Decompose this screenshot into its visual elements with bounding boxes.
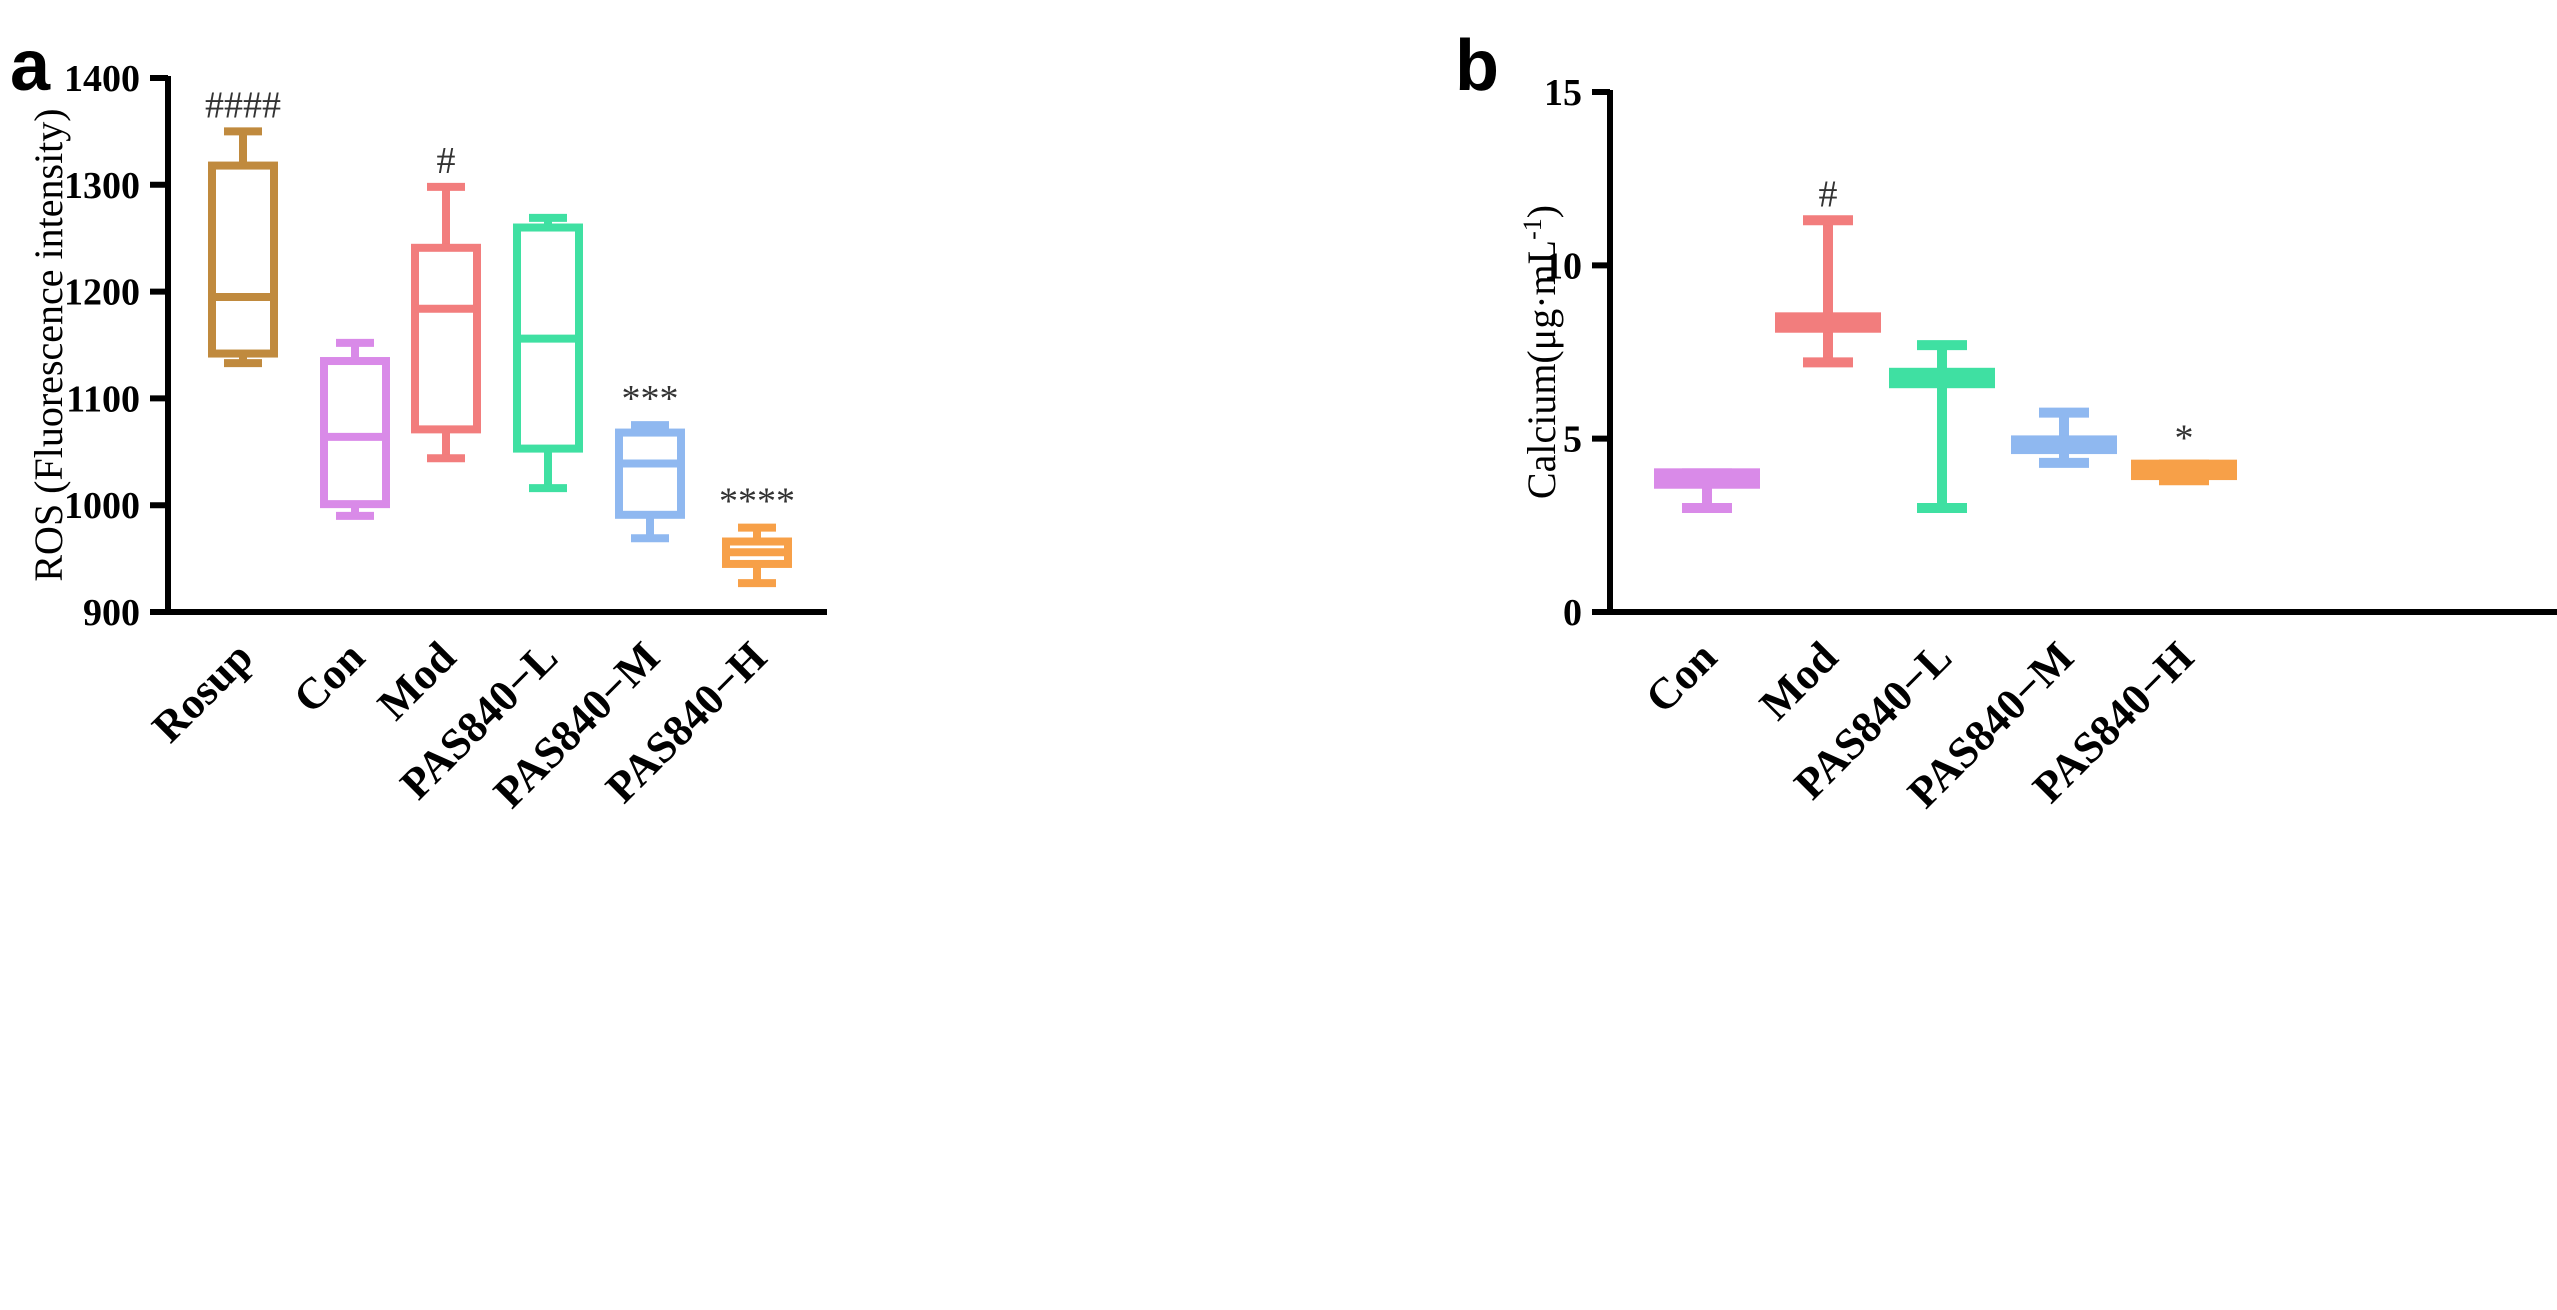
- panel-b-chart: 051015Calcium(μg·mL-1)Con#ModPAS840−LPAS…: [1518, 72, 2557, 817]
- panel-a-y-tick-label: 1000: [64, 485, 140, 527]
- panel-b-box-4: [2131, 459, 2237, 486]
- panel-a-significance-label: ****: [719, 481, 795, 523]
- panel-b-box-1: [1775, 215, 1881, 368]
- panel-a-box-3: [513, 213, 583, 493]
- panel-a-y-tick-label: 1100: [66, 378, 140, 420]
- panel-a-y-tick-label: 1400: [64, 58, 140, 100]
- panel-a-chart: 900 1000 1100 1200 1300 1400 ROS (Fluorescence…: [26, 58, 827, 817]
- panel-a-y-axis-label: ROS (Fluorescence intensity): [26, 108, 71, 581]
- panel-b-box-0: [1654, 468, 1760, 513]
- panel-a-category-label: Con: [284, 632, 374, 722]
- panel-b-box-3: [2011, 407, 2117, 468]
- panel-b-y-axis-label: Calcium(μg·mL-1): [1518, 205, 1564, 499]
- panel-a-box-1: [320, 338, 390, 520]
- panel-a-box-0: [208, 127, 278, 368]
- panel-b-category-label: Con: [1636, 632, 1726, 722]
- panel-b-y-axis-label-sup: -1: [1518, 218, 1547, 240]
- panel-a-significance-label: ####: [205, 84, 281, 126]
- panel-a-y-tick-label: 900: [83, 592, 140, 634]
- panel-b-y-tick-label: 10: [1544, 245, 1582, 287]
- panel-a-y-tick-label: 1300: [64, 165, 140, 207]
- panel-b-significance-label: *: [2175, 418, 2194, 460]
- panel-b-letter: b: [1455, 26, 1499, 106]
- panel-a-box-4: [615, 421, 685, 543]
- panel-b-y-tick-label: 5: [1563, 419, 1582, 461]
- panel-a-significance-label: ***: [622, 378, 679, 420]
- panel-a-letter: a: [10, 26, 51, 106]
- panel-b-significance-label: #: [1819, 173, 1838, 215]
- panel-a-significance-label: #: [437, 140, 456, 182]
- panel-b-category-label: Mod: [1750, 632, 1847, 729]
- panel-a-box-5: [722, 523, 792, 588]
- panel-a-y-tick-label: 1200: [64, 272, 140, 314]
- panel-a-box-2: [411, 182, 481, 463]
- panel-b-box-2: [1889, 340, 1995, 513]
- panel-b-y-tick-label: 0: [1563, 592, 1582, 634]
- panel-a-category-label: Rosup: [143, 632, 262, 751]
- iqr-box: [320, 357, 390, 509]
- iqr-box: [208, 161, 278, 358]
- panel-b-y-tick-label: 15: [1544, 72, 1582, 114]
- iqr-box: [615, 428, 685, 519]
- iqr-box: [411, 243, 481, 434]
